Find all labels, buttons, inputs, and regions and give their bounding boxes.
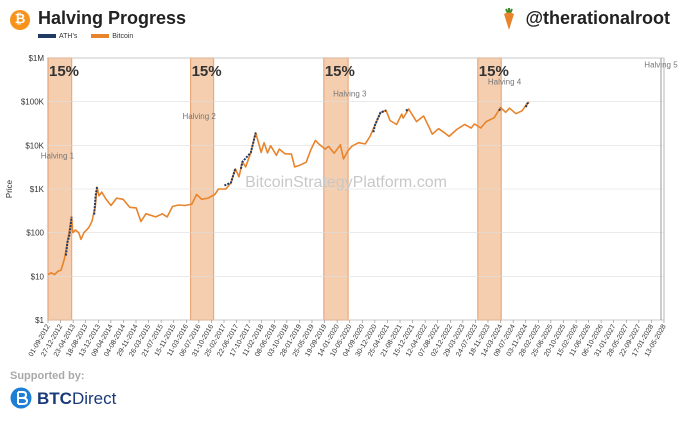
y-tick-label: $1 [35,316,44,325]
halving-label: Halving 4 [488,77,522,86]
ath-segment [525,101,530,108]
ath-segment [405,108,410,112]
legend-swatch [38,34,56,39]
ath-segment [64,216,73,256]
legend-item-aths: ATH's [38,33,77,40]
carrot-icon [504,8,514,30]
author-handle: @therationalroot [525,8,670,28]
halving-progress-chart: 15% 15% 15% 15% $1 $10 $100 $1K $10K $100K $1M Pric… [5,54,678,358]
y-tick-label: $1K [30,185,45,194]
ath-segment [372,109,387,133]
legend-label: Bitcoin [112,33,134,40]
chart-title: Halving Progress [38,8,187,28]
supported-by-label: Supported by: [10,370,85,382]
y-tick-label: $100 [26,229,44,238]
y-tick-label: $10 [31,272,45,281]
bitcoin-logo-icon: ₿ [10,10,30,30]
band-percent-label: 15% [479,63,509,80]
band-percent-label: 15% [49,63,79,80]
btc-direct-wordmark: BTCDirect [37,389,116,409]
halving-label: Halving 5 [644,61,678,70]
band-percent-label: 15% [192,63,222,80]
ath-segment [498,107,502,112]
ath-segment [239,132,257,170]
brand-rest-text: Direct [71,389,117,408]
band-percent-label: 15% [325,63,355,80]
legend-item-bitcoin: Bitcoin [91,33,133,40]
y-tick-label: $1M [28,54,44,63]
brand-bold-text: BTC [37,389,72,408]
y-tick-label: $100K [21,98,45,107]
y-tick-label: $10K [25,141,44,150]
legend-swatch [91,34,110,39]
bitcoin-price-line [47,101,530,276]
y-axis-label: Price [5,179,14,198]
halving-label: Halving 2 [182,112,216,121]
legend: ATH's Bitcoin [38,33,145,40]
halving-label: Halving 3 [333,90,367,99]
halving-label: Halving 1 [41,151,75,160]
ath-segment [223,168,237,187]
watermark: BitcoinStrategyPlatform.com [245,174,447,191]
header: ₿ Halving Progress @therationalroot ATH'… [0,0,680,45]
btc-direct-logo-icon [10,387,32,409]
legend-label: ATH's [59,33,78,40]
